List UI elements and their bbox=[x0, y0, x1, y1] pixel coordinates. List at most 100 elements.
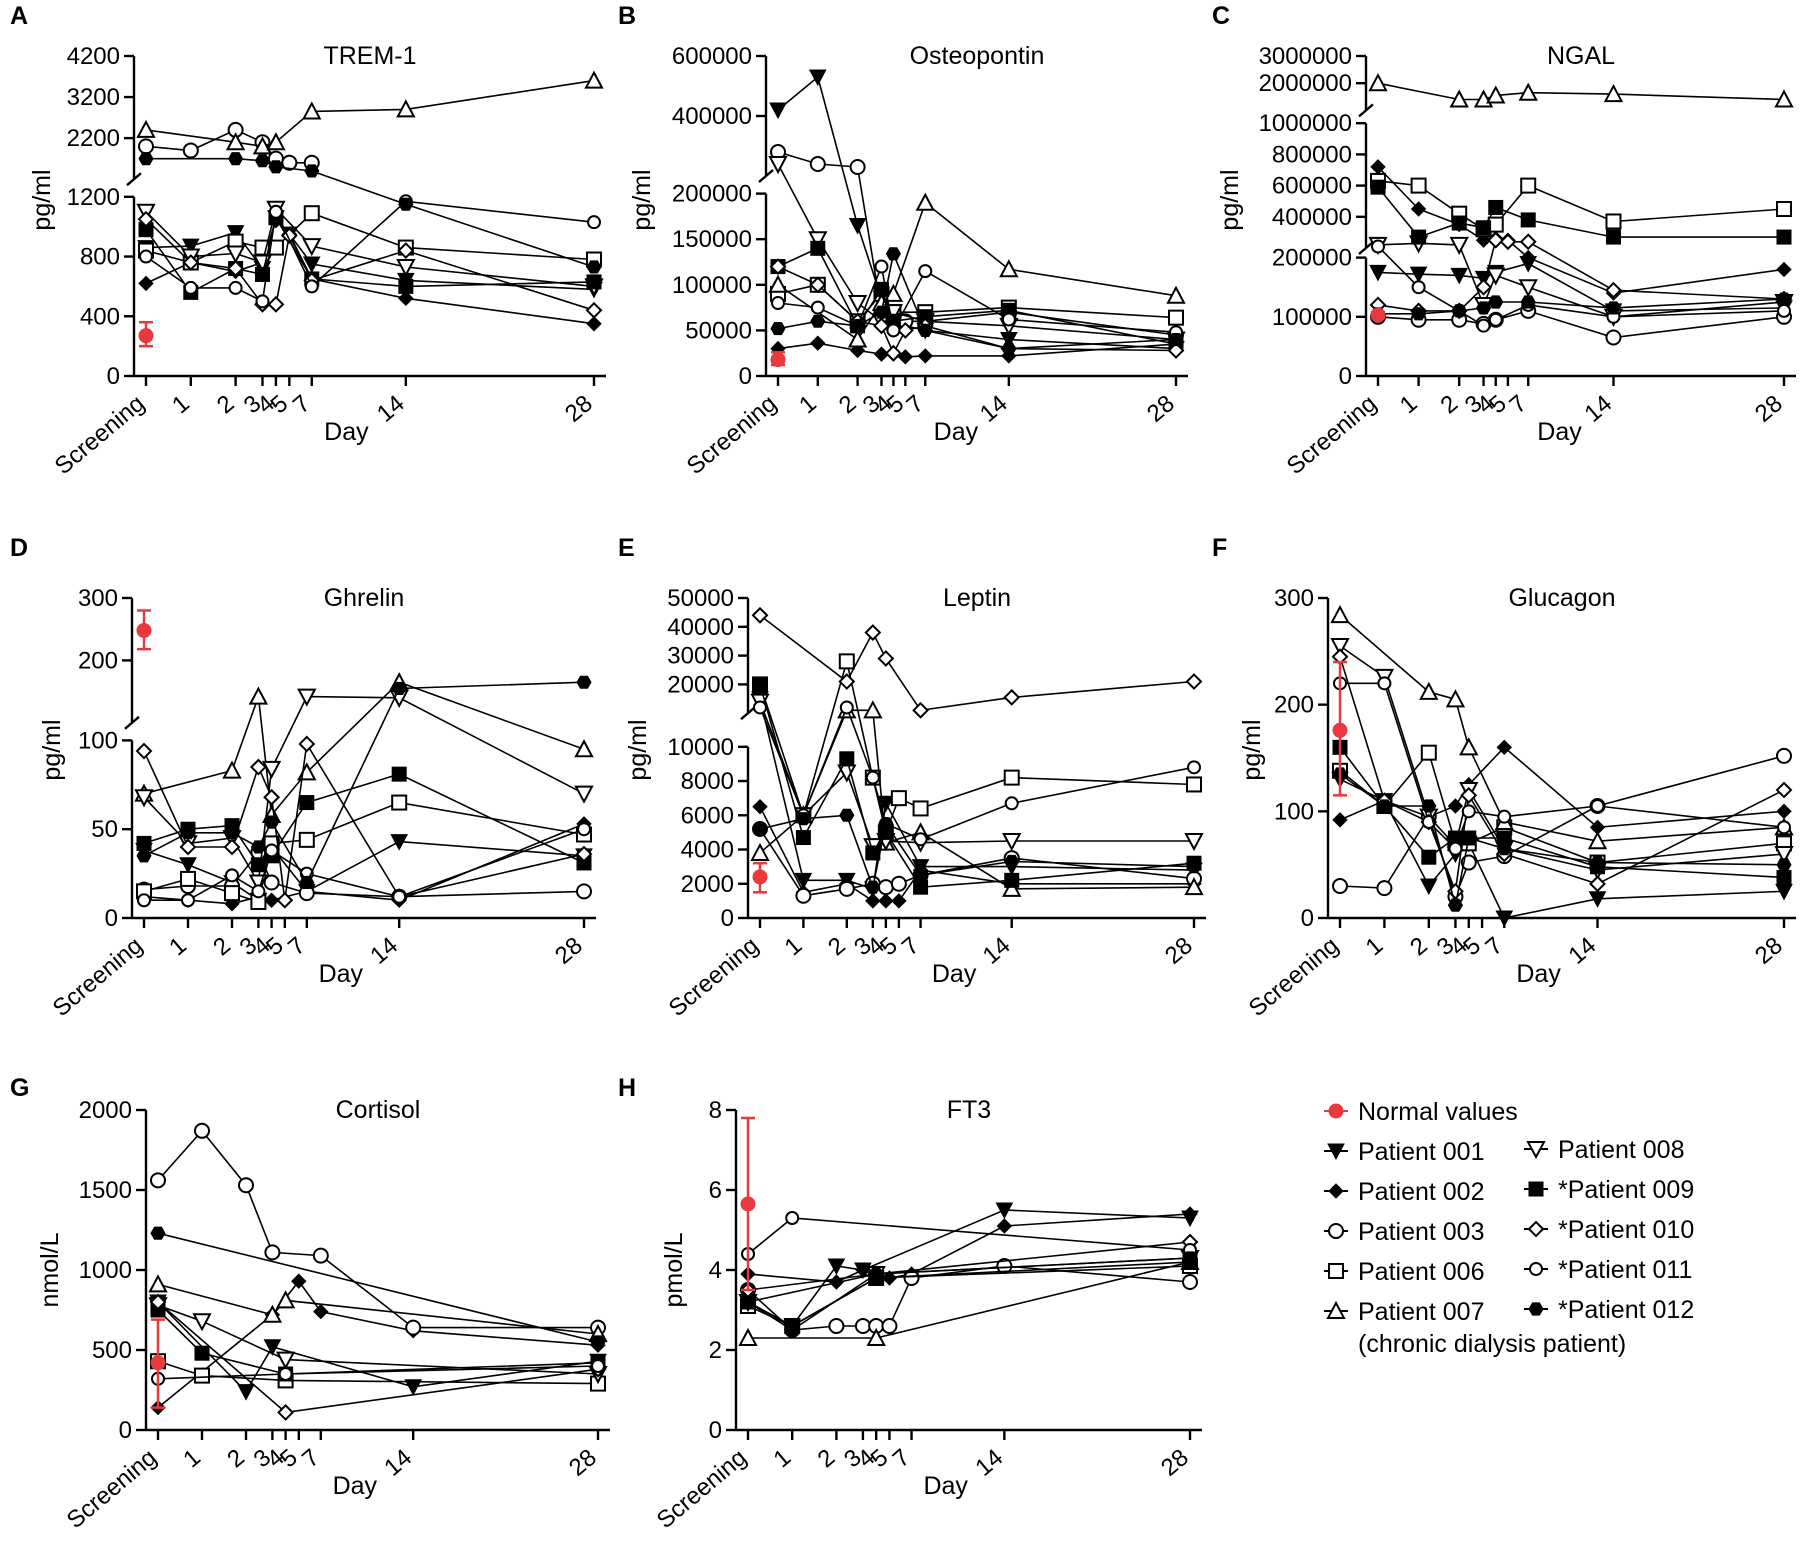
y-tick-label: 100 bbox=[1274, 798, 1314, 825]
series-line bbox=[759, 806, 1194, 902]
data-point bbox=[225, 868, 239, 883]
data-point bbox=[810, 240, 826, 256]
x-tick-label: 7 bbox=[1481, 932, 1509, 961]
x-axis bbox=[736, 1428, 1202, 1440]
data-point bbox=[1776, 229, 1792, 245]
panel-a: A TREM-1 0 400 800 1200 2200 3200 4200 Screening 1… bbox=[10, 2, 606, 480]
data-point bbox=[740, 1295, 756, 1309]
x-axis-label: Day bbox=[324, 418, 369, 446]
normal-values bbox=[150, 1318, 166, 1409]
x-tick-label: Screening bbox=[48, 932, 148, 1022]
data-point bbox=[1369, 264, 1387, 282]
data-point bbox=[405, 1319, 422, 1336]
data-point bbox=[917, 348, 933, 364]
data-point bbox=[1004, 872, 1020, 888]
x-tick-label: 1 bbox=[794, 390, 822, 419]
data-point bbox=[302, 101, 322, 120]
data-point bbox=[1450, 267, 1469, 285]
series-line bbox=[1339, 755, 1785, 900]
series-p008 bbox=[768, 156, 1186, 350]
x-tick-label: Screening bbox=[50, 390, 150, 480]
y-tick-label: 200 bbox=[1274, 692, 1314, 719]
data-point bbox=[584, 70, 604, 89]
series-line bbox=[157, 1309, 599, 1375]
data-point bbox=[808, 69, 827, 87]
data-point bbox=[1168, 309, 1184, 326]
data-point bbox=[1451, 215, 1467, 231]
data-point bbox=[223, 838, 241, 856]
data-point bbox=[182, 254, 200, 271]
data-point bbox=[135, 742, 153, 760]
x-axis-label: Day bbox=[934, 418, 979, 446]
series-line bbox=[1339, 645, 1785, 871]
series-p012 bbox=[150, 1226, 606, 1349]
y-tick-label: 100000 bbox=[1272, 304, 1352, 331]
data-point bbox=[849, 159, 866, 175]
y-axis-label: pg/ml bbox=[1238, 719, 1266, 780]
data-point bbox=[1167, 342, 1185, 359]
series-line bbox=[1340, 682, 1785, 851]
y-tick-label: 600000 bbox=[672, 43, 752, 70]
legend-marker bbox=[1526, 1141, 1546, 1160]
y-axis-label: pmol/L bbox=[660, 1232, 688, 1307]
data-point bbox=[890, 875, 907, 892]
series-p008 bbox=[136, 200, 604, 297]
legend-item-p007: Patient 007 (chronic dialysis patient) bbox=[1324, 1298, 1626, 1358]
data-point bbox=[576, 675, 592, 689]
x-axis-label: Day bbox=[1516, 960, 1561, 988]
data-point bbox=[999, 259, 1019, 278]
data-point bbox=[1777, 303, 1791, 318]
data-point bbox=[276, 891, 294, 909]
data-point bbox=[1420, 744, 1437, 761]
data-point bbox=[785, 1211, 800, 1225]
data-point bbox=[1777, 820, 1791, 835]
data-point bbox=[878, 893, 894, 909]
data-point bbox=[897, 349, 914, 365]
data-point bbox=[1459, 737, 1479, 756]
y-tick-label: 500 bbox=[92, 1337, 132, 1364]
y-tick-label: 2200 bbox=[67, 125, 120, 152]
data-point bbox=[228, 152, 244, 166]
series-p011 bbox=[1371, 239, 1791, 333]
series-line bbox=[759, 701, 1194, 848]
y-axis bbox=[756, 54, 774, 378]
y-tick-label: 0 bbox=[107, 363, 120, 390]
axis-break-mark bbox=[126, 172, 142, 187]
data-point bbox=[1411, 280, 1426, 295]
data-point bbox=[297, 688, 317, 707]
data-point bbox=[839, 808, 855, 822]
data-point bbox=[574, 739, 594, 758]
legend-marker bbox=[1328, 1223, 1344, 1239]
data-point bbox=[264, 815, 280, 829]
panel-letter: F bbox=[1212, 534, 1227, 562]
normal-value-point bbox=[770, 352, 786, 368]
data-point bbox=[392, 889, 407, 904]
legend-item-normal: Normal values bbox=[1324, 1098, 1518, 1126]
data-point bbox=[810, 300, 825, 315]
x-tick-label: Screening bbox=[652, 1444, 752, 1534]
data-point bbox=[838, 653, 855, 670]
data-point bbox=[1451, 304, 1467, 318]
series-p012 bbox=[752, 808, 1202, 894]
x-tick-label: 1 bbox=[768, 1444, 796, 1473]
legend-item-p008: Patient 008 bbox=[1524, 1136, 1685, 1164]
x-tick-label: 1 bbox=[167, 390, 195, 419]
series-line bbox=[759, 828, 1195, 897]
data-point bbox=[263, 874, 280, 891]
data-point bbox=[1419, 878, 1438, 896]
legend-marker bbox=[1326, 1300, 1346, 1319]
y-tick-label: 1000 bbox=[79, 1257, 132, 1284]
data-point bbox=[752, 799, 768, 815]
data-point bbox=[261, 760, 282, 779]
y-axis bbox=[738, 596, 756, 920]
data-point bbox=[586, 260, 602, 274]
data-point bbox=[1447, 898, 1463, 912]
y-axis bbox=[136, 1108, 148, 1432]
data-point bbox=[250, 857, 266, 873]
data-point bbox=[1001, 312, 1016, 327]
data-point bbox=[224, 885, 240, 902]
series-line bbox=[1377, 245, 1785, 327]
data-point bbox=[874, 259, 889, 274]
legend-label: Patient 002 bbox=[1358, 1178, 1485, 1206]
data-point bbox=[150, 1172, 166, 1189]
